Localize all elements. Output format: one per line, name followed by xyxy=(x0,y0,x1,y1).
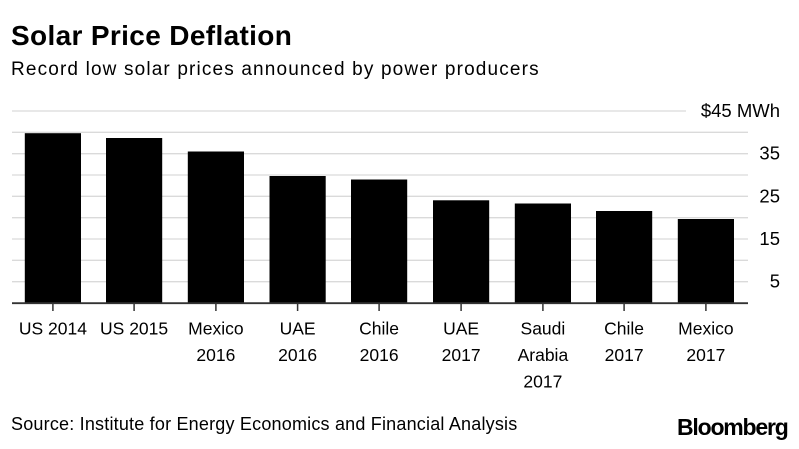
svg-text:Chile: Chile xyxy=(604,319,644,339)
svg-text:UAE: UAE xyxy=(280,319,316,339)
svg-text:5: 5 xyxy=(770,271,780,292)
svg-text:US 2014: US 2014 xyxy=(19,319,87,339)
svg-text:35: 35 xyxy=(759,143,780,164)
svg-text:2016: 2016 xyxy=(360,345,399,365)
svg-text:$45 MWh: $45 MWh xyxy=(701,100,780,121)
svg-text:2017: 2017 xyxy=(442,345,481,365)
svg-text:2017: 2017 xyxy=(523,372,562,392)
svg-text:2017: 2017 xyxy=(605,345,644,365)
svg-text:Mexico: Mexico xyxy=(678,319,733,339)
svg-text:US 2015: US 2015 xyxy=(100,319,168,339)
svg-text:UAE: UAE xyxy=(443,319,479,339)
svg-text:Saudi: Saudi xyxy=(521,319,566,339)
svg-text:2016: 2016 xyxy=(196,345,235,365)
svg-text:Chile: Chile xyxy=(359,319,399,339)
svg-text:Arabia: Arabia xyxy=(518,345,569,365)
svg-text:25: 25 xyxy=(759,185,780,206)
svg-text:2016: 2016 xyxy=(278,345,317,365)
svg-text:2017: 2017 xyxy=(686,345,725,365)
svg-text:15: 15 xyxy=(759,228,780,249)
svg-text:Mexico: Mexico xyxy=(188,319,243,339)
